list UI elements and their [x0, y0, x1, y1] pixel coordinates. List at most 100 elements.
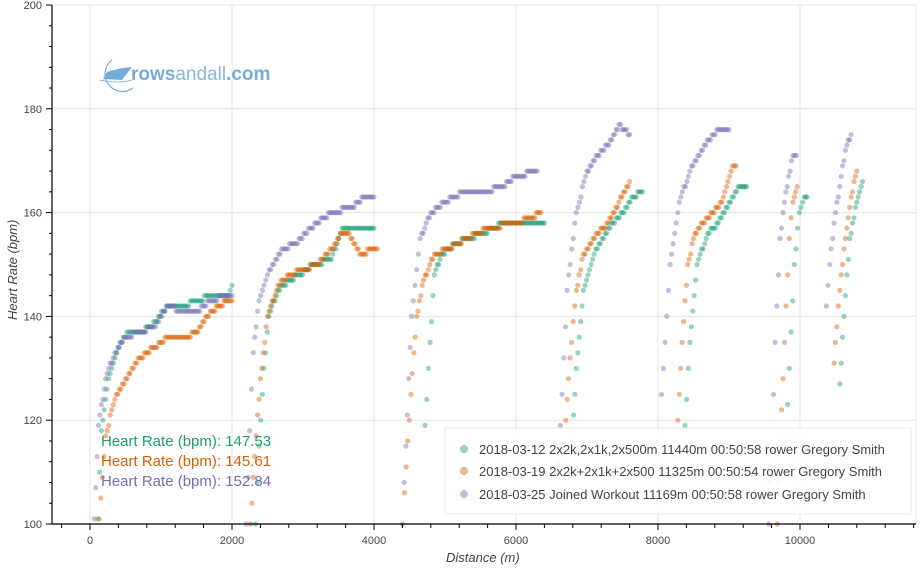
- data-point: [229, 298, 235, 304]
- data-point: [410, 298, 416, 304]
- data-point: [247, 428, 253, 434]
- data-point: [184, 303, 190, 309]
- data-point: [569, 246, 575, 252]
- data-point: [510, 173, 516, 179]
- data-point: [132, 329, 138, 335]
- data-point: [588, 261, 594, 268]
- data-point: [138, 329, 144, 335]
- data-point: [349, 235, 355, 242]
- data-point: [840, 261, 846, 268]
- data-point: [511, 173, 517, 179]
- data-point: [486, 225, 492, 231]
- data-point: [679, 339, 685, 345]
- data-point: [181, 303, 187, 309]
- data-point: [209, 308, 215, 314]
- data-point: [602, 230, 608, 236]
- data-point: [330, 246, 336, 252]
- data-point: [803, 194, 809, 200]
- data-point: [636, 189, 642, 195]
- data-point: [328, 246, 334, 252]
- data-point: [217, 293, 223, 299]
- data-point: [422, 422, 428, 428]
- data-point: [842, 235, 849, 242]
- data-point: [138, 329, 144, 335]
- data-point: [676, 391, 682, 397]
- legend-label-series-2: 2018-03-19 2x2k+2x1k+2x500 11325m 00:50:…: [479, 464, 882, 479]
- data-point: [613, 215, 619, 221]
- data-point: [676, 199, 682, 205]
- data-point: [842, 293, 849, 299]
- data-point: [582, 251, 588, 257]
- legend-item-series-2[interactable]: 2018-03-19 2x2k+2x1k+2x500 11325m 00:50:…: [460, 464, 882, 479]
- data-point: [256, 396, 262, 402]
- data-point: [429, 210, 435, 216]
- data-point: [596, 230, 602, 236]
- data-point: [793, 152, 800, 159]
- data-point: [198, 324, 204, 330]
- data-point: [258, 417, 264, 423]
- data-point: [110, 355, 116, 361]
- data-point: [219, 303, 225, 309]
- summary-label-series-1: Heart Rate (bpm): 147.53: [101, 433, 271, 450]
- data-point: [790, 199, 796, 205]
- legend-item-series-3[interactable]: 2018-03-25 Joined Workout 11169m 00:50:5…: [460, 487, 866, 502]
- data-point: [256, 443, 262, 449]
- data-point: [612, 132, 618, 138]
- data-point: [521, 220, 527, 226]
- data-point: [303, 267, 309, 273]
- data-point: [170, 303, 176, 309]
- data-point: [576, 334, 582, 340]
- data-point: [362, 225, 368, 231]
- data-point: [728, 168, 734, 174]
- data-point: [711, 132, 717, 138]
- legend[interactable]: 2018-03-12 2x2k,2x1k,2x500m 11440m 00:50…: [444, 427, 912, 515]
- logo-boat-icon: [103, 67, 132, 80]
- data-point: [708, 210, 714, 216]
- x-tick-label: 6000: [504, 535, 528, 547]
- data-point: [298, 267, 304, 273]
- data-point: [837, 287, 843, 293]
- data-point: [357, 199, 363, 205]
- data-point: [321, 215, 327, 221]
- data-point: [514, 173, 521, 179]
- data-point: [403, 443, 409, 449]
- data-point: [564, 287, 570, 293]
- data-point: [303, 267, 309, 273]
- legend-item-series-1[interactable]: 2018-03-12 2x2k,2x1k,2x500m 11440m 00:50…: [460, 442, 885, 457]
- data-point: [678, 365, 684, 371]
- data-point: [845, 215, 851, 221]
- data-point: [172, 334, 178, 340]
- data-point: [438, 251, 444, 257]
- data-point: [350, 204, 356, 210]
- data-point: [607, 137, 613, 143]
- data-point: [591, 235, 598, 242]
- data-point: [720, 194, 727, 200]
- data-point: [709, 132, 715, 138]
- data-point: [576, 199, 583, 205]
- data-point: [287, 241, 293, 247]
- data-point: [200, 319, 206, 325]
- series-1-points: [95, 178, 866, 527]
- data-point: [606, 142, 612, 148]
- data-point: [115, 344, 121, 351]
- data-point: [149, 344, 155, 351]
- data-point: [356, 225, 362, 231]
- data-point: [348, 225, 355, 231]
- data-point: [285, 246, 291, 252]
- data-point: [331, 246, 337, 252]
- data-point: [107, 370, 113, 377]
- data-point: [330, 251, 336, 257]
- data-point: [783, 303, 789, 309]
- data-point: [847, 137, 853, 143]
- data-point: [152, 324, 159, 330]
- data-point: [163, 303, 170, 309]
- data-point: [620, 189, 627, 195]
- data-point: [354, 246, 360, 252]
- data-point: [266, 267, 272, 273]
- data-point: [667, 261, 673, 268]
- data-point: [350, 225, 356, 231]
- data-point: [525, 220, 531, 226]
- data-point: [524, 215, 530, 221]
- data-point: [146, 350, 152, 356]
- data-point: [277, 251, 283, 257]
